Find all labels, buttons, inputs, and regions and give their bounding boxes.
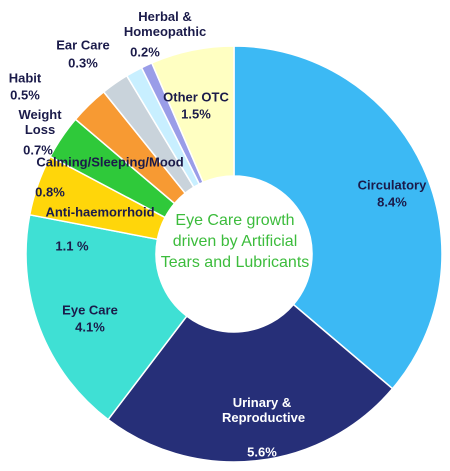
slice-label: Calming/Sleeping/Mood [36, 154, 184, 170]
slice-value-label: 8.4% [377, 194, 407, 210]
slice-value-label: 0.3% [68, 55, 98, 71]
slice-label: Urinary & Reproductive [222, 395, 306, 425]
slice-value-label: 0.5% [10, 87, 40, 103]
slice-label: Habit [8, 70, 42, 86]
donut-slice [150, 45, 235, 184]
slice-value-label: 4.1% [75, 319, 105, 335]
slice-label: Anti-haemorrhoid [45, 204, 155, 220]
slice-label: Circulatory [357, 177, 427, 193]
slice-value-label: 0.7% [23, 142, 53, 158]
slice-label: Weight Loss [18, 107, 62, 137]
donut-slice [107, 303, 394, 463]
donut-slice [233, 45, 443, 390]
center-annotation: Eye Care growth driven by Artificial Tea… [160, 212, 310, 271]
slice-label: Ear Care [56, 37, 110, 53]
slice-value-label: 1.5% [181, 106, 211, 122]
slice-label: Eye Care [62, 302, 118, 318]
slice-label: Herbal & Homeopathic [123, 9, 207, 39]
donut-slice [25, 213, 188, 421]
slice-value-label: 5.6% [247, 444, 277, 460]
slice-value-label: 1.1 % [55, 238, 89, 254]
slice-label: Other OTC [163, 89, 229, 105]
slice-value-label: 0.2% [130, 44, 160, 60]
slice-value-label: 0.8% [35, 184, 65, 200]
